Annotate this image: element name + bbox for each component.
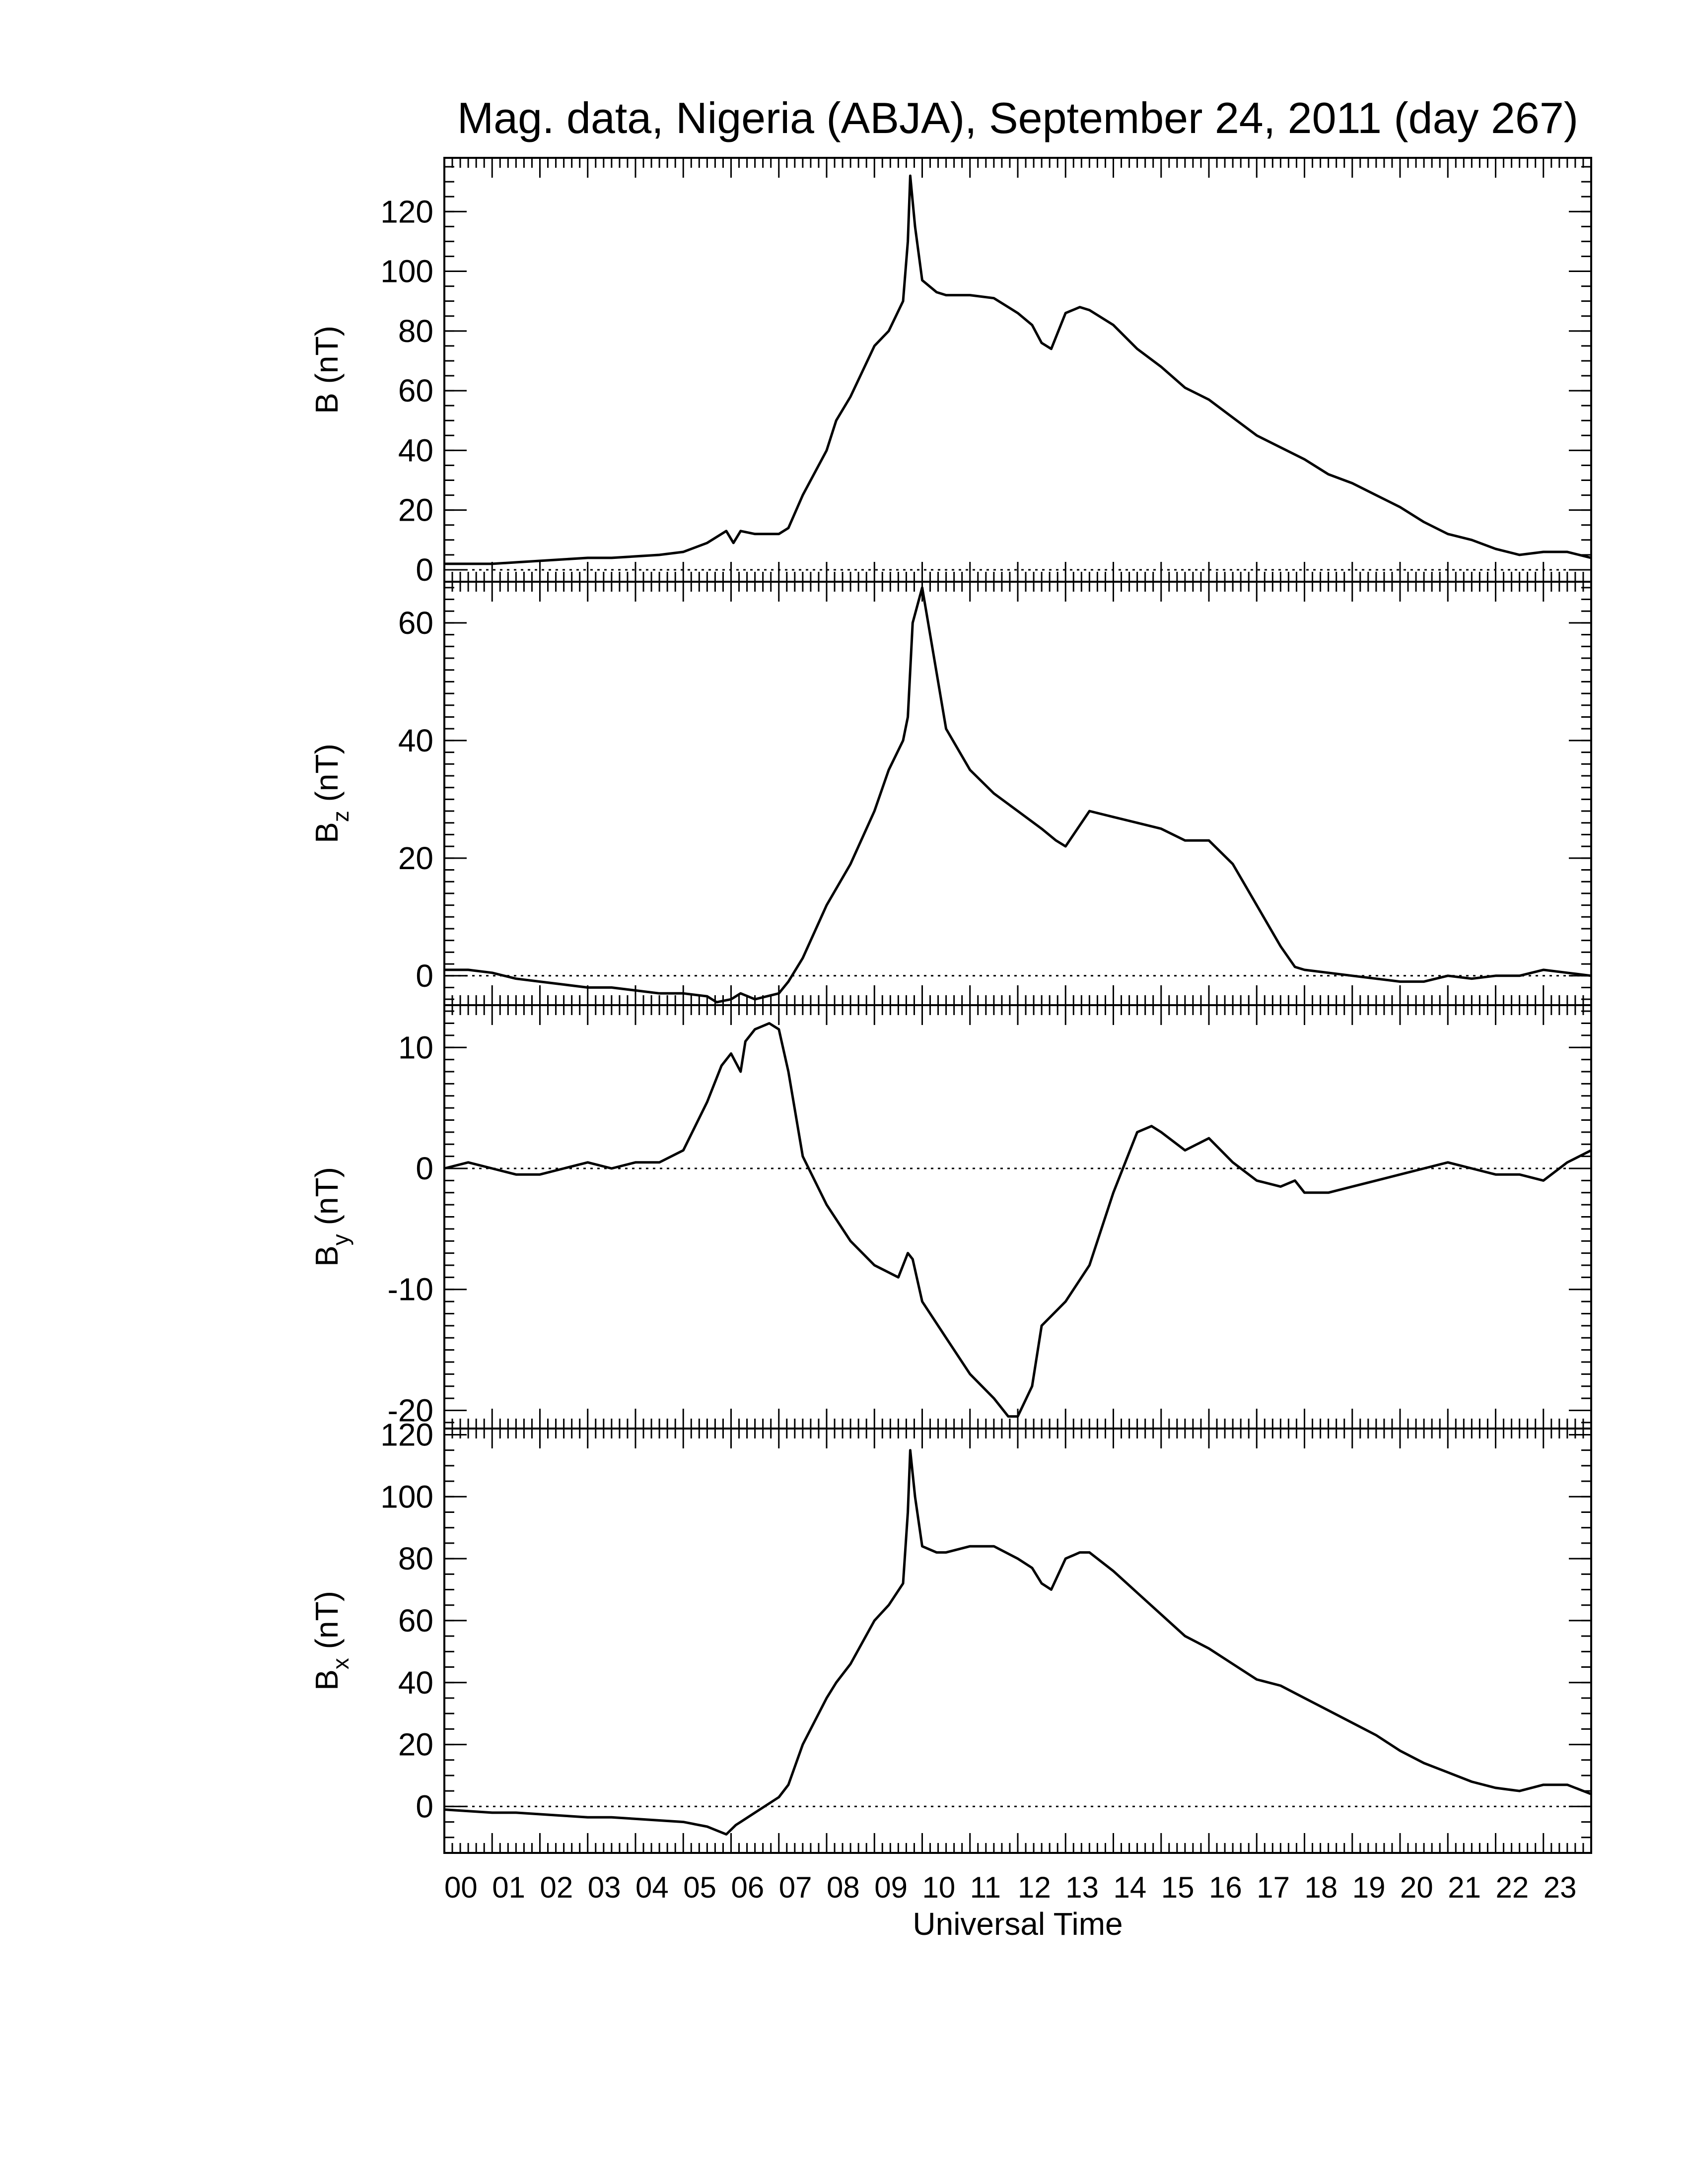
x-tick-label: 07 [779, 1871, 812, 1904]
y-tick-label: 20 [398, 840, 433, 876]
x-tick-label: 01 [492, 1871, 525, 1904]
panel-bz: 0 20 40 60 Bz (nT) [309, 581, 1592, 1006]
x-tick-label: 05 [683, 1871, 716, 1904]
y-tick-label: -20 [388, 1392, 434, 1428]
x-tick-label: 17 [1257, 1871, 1290, 1904]
x-tick-label: 00 [444, 1871, 478, 1904]
y-tick-label: 100 [380, 1479, 433, 1514]
series-line-b [444, 174, 1592, 565]
series-line-by [444, 1022, 1592, 1418]
y-axis-label: Bz (nT) [309, 744, 353, 843]
x-tick-label: 21 [1448, 1871, 1481, 1904]
x-tick-labels: 00 01 02 03 04 05 06 07 08 09 10 11 12 13 14 15 16 17 18 19… [444, 1871, 1577, 1904]
x-tick-label: 23 [1544, 1871, 1577, 1904]
y-tick-label: 20 [398, 492, 433, 528]
y-tick-label: 10 [398, 1029, 433, 1065]
x-tick-label: 11 [970, 1871, 1001, 1904]
y-tick-label: 0 [416, 1151, 433, 1186]
y-tick-label: 20 [398, 1727, 433, 1763]
x-tick-label: 15 [1161, 1871, 1195, 1904]
y-axis-label: Bx (nT) [309, 1591, 353, 1691]
series-line-bz [444, 586, 1592, 1004]
y-tick-label: 0 [416, 958, 433, 994]
y-tick-label: 80 [398, 1541, 433, 1576]
x-tick-label: 09 [874, 1871, 908, 1904]
x-tick-label: 12 [1018, 1871, 1051, 1904]
y-tick-label: 120 [380, 1417, 433, 1452]
x-axis-label: Universal Time [913, 1906, 1123, 1942]
x-tick-label: 06 [731, 1871, 765, 1904]
y-tick-label: 120 [380, 194, 433, 229]
chart-title: Mag. data, Nigeria (ABJA), September 24,… [457, 93, 1578, 142]
x-tick-label: 08 [827, 1871, 860, 1904]
x-tick-label: 20 [1400, 1871, 1433, 1904]
panel-b: 0 20 40 60 80 100 120 B (nT) [309, 157, 1592, 588]
x-tick-label: 22 [1496, 1871, 1529, 1904]
y-tick-label: 100 [380, 254, 433, 289]
y-tick-label: 40 [398, 723, 433, 758]
y-tick-label: 60 [398, 1603, 433, 1638]
x-tick-label: 18 [1305, 1871, 1338, 1904]
y-axis-label: B (nT) [309, 326, 345, 414]
x-tick-label: 03 [588, 1871, 621, 1904]
x-tick-label: 10 [922, 1871, 956, 1904]
panel-bx: 0 20 40 60 80 100 120 Bx (nT) [309, 1417, 1592, 1854]
x-tick-label: 16 [1209, 1871, 1242, 1904]
x-tick-label: 19 [1352, 1871, 1386, 1904]
panel-by: -20 -10 0 10 By (nT) [309, 1004, 1592, 1430]
y-tick-label: -10 [388, 1272, 434, 1307]
y-tick-label: 0 [416, 552, 433, 588]
x-tick-label: 02 [540, 1871, 573, 1904]
x-tick-label: 04 [635, 1871, 669, 1904]
y-axis-label: By (nT) [309, 1167, 353, 1267]
x-tick-label: 13 [1065, 1871, 1099, 1904]
y-tick-label: 40 [398, 432, 433, 468]
y-tick-label: 60 [398, 605, 433, 641]
y-tick-label: 80 [398, 313, 433, 349]
series-line-bx [444, 1449, 1592, 1836]
y-tick-label: 60 [398, 373, 433, 409]
x-tick-label: 14 [1114, 1871, 1147, 1904]
y-tick-label: 0 [416, 1788, 433, 1824]
y-tick-label: 40 [398, 1665, 433, 1701]
